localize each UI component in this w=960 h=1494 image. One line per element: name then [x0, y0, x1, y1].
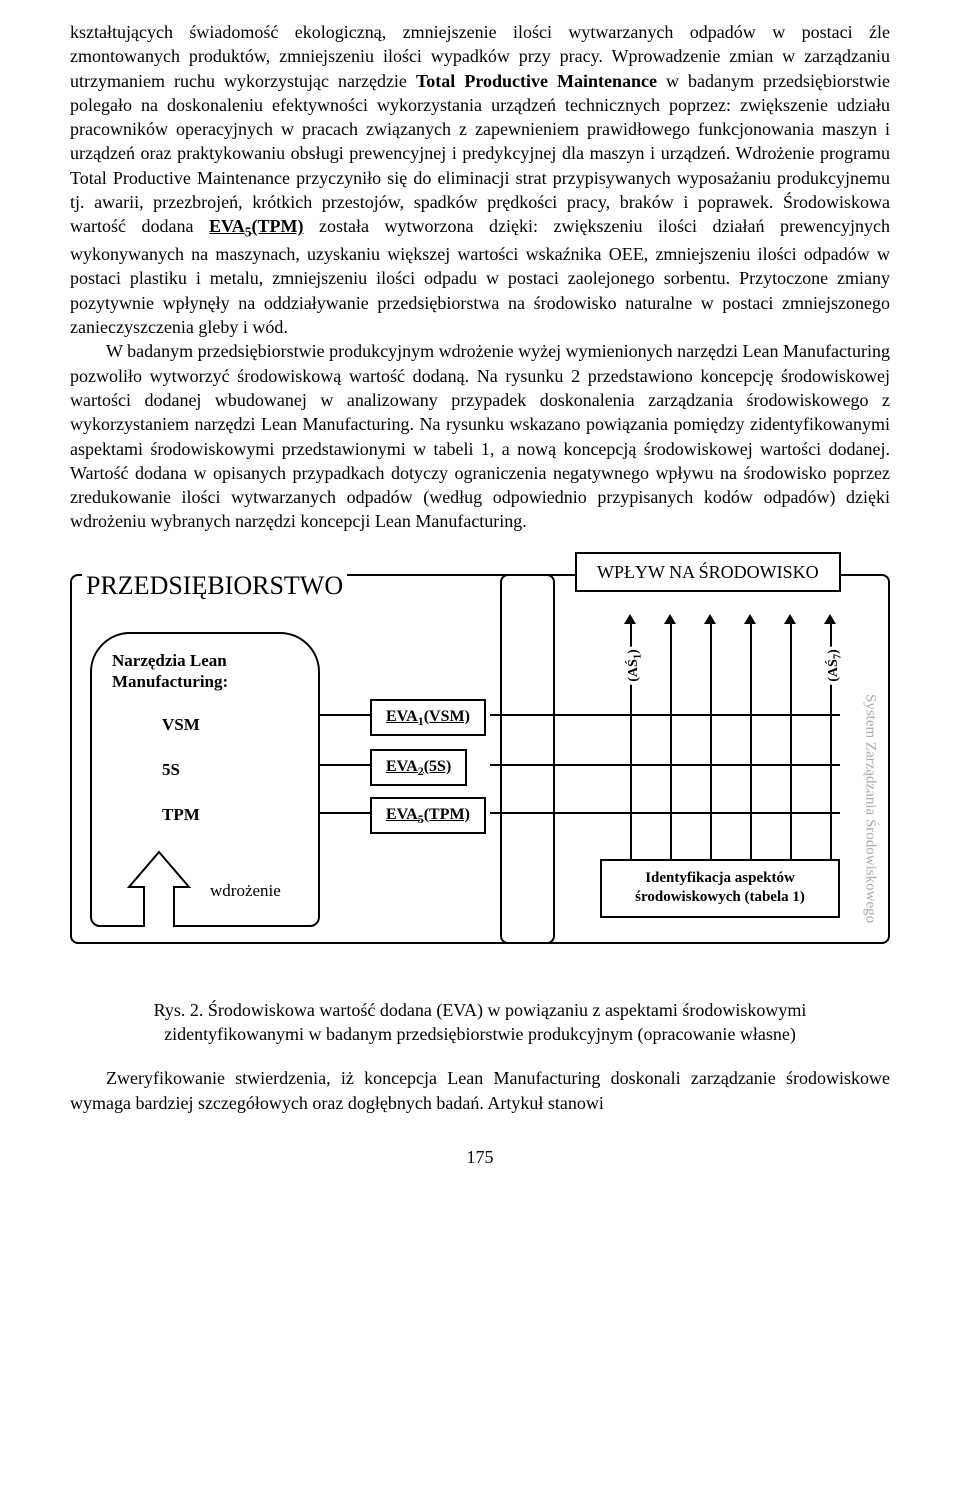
eva-vsm-box: EVA1(VSM): [370, 699, 486, 736]
paragraph-2: W badanym przedsiębiorstwie produkcyjnym…: [70, 339, 890, 533]
tools-title: Narzędzia Lean Manufacturing:: [112, 650, 308, 693]
implementation-label: wdrożenie: [210, 880, 281, 903]
tool-tpm: TPM: [162, 804, 308, 827]
page-number: 175: [70, 1145, 890, 1169]
paragraph-1: kształtujących świadomość ekologiczną, z…: [70, 20, 890, 339]
paragraph-3: Zweryfikowanie stwierdzenia, iż koncepcj…: [70, 1066, 890, 1115]
eva-tpm-box: EVA5(TPM): [370, 797, 486, 834]
aspects-box: Identyfikacja aspektów środowiskowych (t…: [600, 859, 840, 918]
tool-5s: 5S: [162, 759, 308, 782]
env-impact-label: WPŁYW NA ŚRODOWISKO: [575, 552, 841, 592]
figure-2-caption: Rys. 2. Środowiskowa wartość dodana (EVA…: [110, 998, 850, 1047]
enterprise-label: PRZEDSIĘBIORSTWO: [82, 568, 347, 603]
as7-label: (AŚ7): [824, 646, 847, 684]
tools-box: Narzędzia Lean Manufacturing: VSM 5S TPM…: [90, 632, 320, 927]
tool-vsm: VSM: [162, 714, 308, 737]
figure-2-diagram: PRZEDSIĘBIORSTWO WPŁYW NA ŚRODOWISKO Nar…: [70, 554, 890, 984]
implementation-arrow-icon: [124, 847, 194, 927]
env-management-system-label: System Zarządzania Środowiskowego: [862, 694, 884, 874]
eva-5s-box: EVA2(5S): [370, 749, 467, 786]
as1-label: (AŚ1): [624, 646, 647, 684]
